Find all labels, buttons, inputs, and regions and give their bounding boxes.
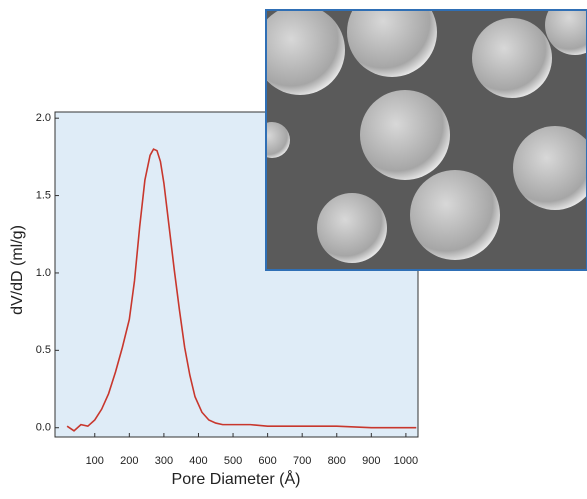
y-tick-label: 2.0 (36, 112, 51, 124)
y-tick-label: 0.5 (36, 344, 51, 356)
data-line (66, 148, 417, 432)
x-tick-label: 500 (224, 455, 242, 467)
plot: 0.0 0.5 1.0 1.5 2.0 100 200 300 400 500 600 700 800 9… (36, 112, 418, 467)
x-tick-label: 900 (362, 455, 380, 467)
x-tick-label: 400 (189, 455, 207, 467)
sem-image (265, 9, 587, 271)
x-tick-label: 700 (293, 455, 311, 467)
y-tick-label: 1.0 (36, 267, 51, 279)
y-tick-label: 1.5 (36, 189, 51, 201)
x-tick-label: 1000 (394, 455, 418, 467)
x-tick-label: 100 (86, 455, 104, 467)
x-tick-label: 300 (155, 455, 173, 467)
x-tick-label: 800 (328, 455, 346, 467)
y-axis-title: dV/dD (ml/g) (9, 225, 26, 315)
x-axis-title: Pore Diameter (Å) (172, 469, 301, 488)
x-tick-label: 600 (258, 455, 276, 467)
x-tick-label: 200 (120, 455, 138, 467)
y-tick-label: 0.0 (36, 422, 51, 434)
